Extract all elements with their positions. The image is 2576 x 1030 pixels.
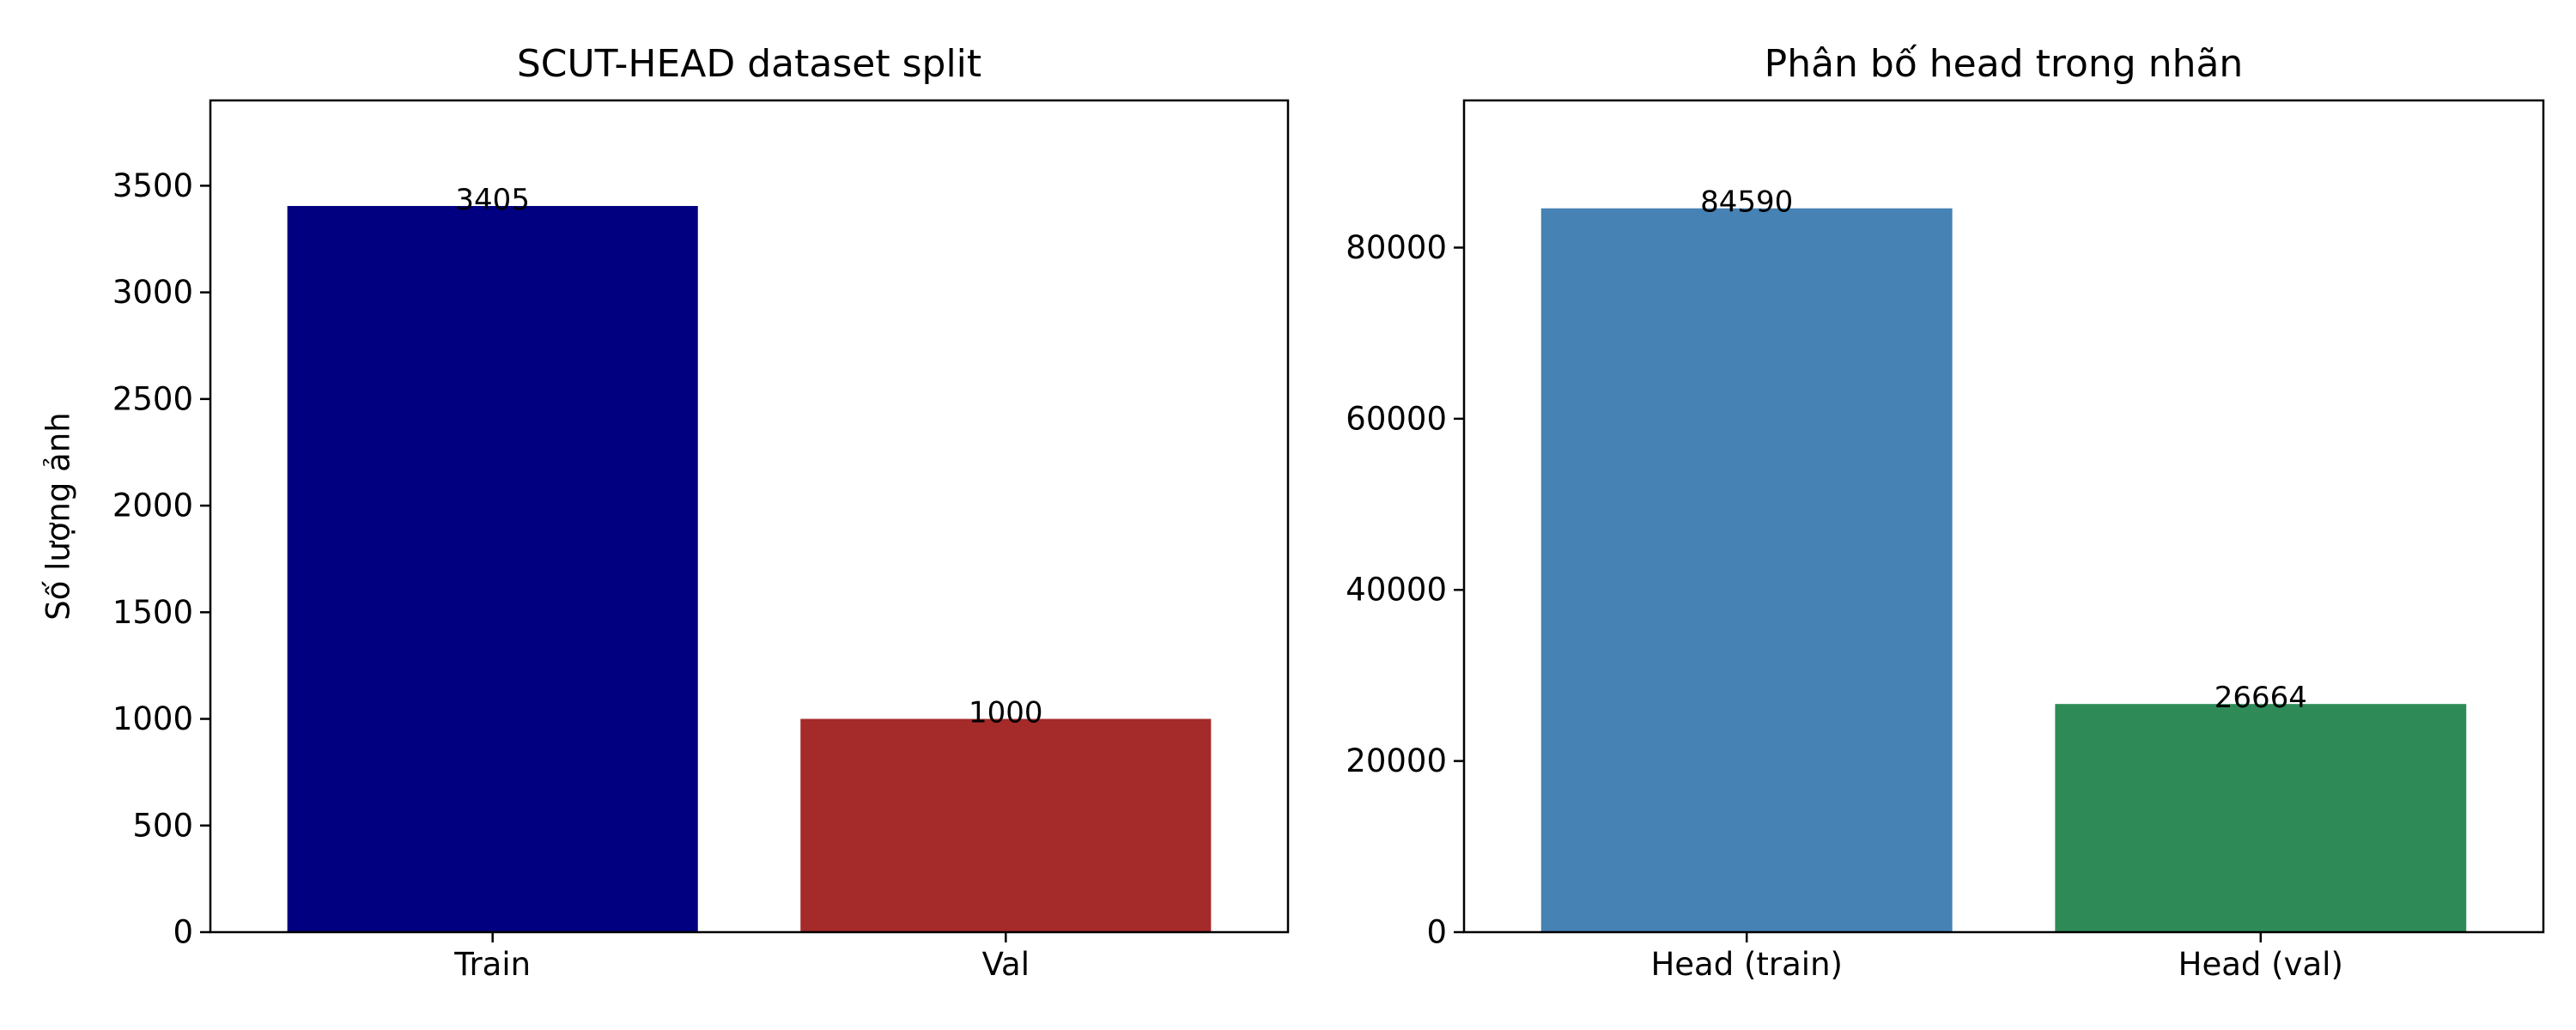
x-tick-label: Val — [982, 946, 1030, 983]
chart-head-distribution: 0 20000 40000 60000 80000 Head (train) Head (v… — [1346, 42, 2545, 983]
bar-head-train — [1540, 208, 1953, 932]
data-label: 26664 — [2215, 681, 2307, 715]
bar-head-val — [2055, 704, 2467, 932]
axes-frame — [1462, 99, 2545, 934]
y-tick-label: 0 — [1426, 914, 1447, 951]
chart-title: Phân bố head trong nhãn — [1765, 42, 2244, 86]
y-tick-label: 3500 — [112, 167, 193, 204]
data-label: 3405 — [455, 183, 530, 217]
y-tick-label: 1000 — [112, 700, 193, 737]
y-tick-label: 2000 — [112, 488, 193, 524]
x-tick-label: Head (val) — [2178, 946, 2343, 983]
y-tick-label: 40000 — [1346, 572, 1447, 609]
x-tick-label: Train — [453, 946, 531, 983]
bar-val — [800, 718, 1212, 932]
data-label: 1000 — [969, 696, 1043, 730]
chart-dataset-split: 0 500 1000 1500 2000 2500 3000 3500 Train Val 3405… — [40, 42, 1290, 983]
y-tick-label: 80000 — [1346, 229, 1447, 266]
y-axis-label: Số lượng ảnh — [40, 412, 77, 621]
x-tick-label: Head (train) — [1650, 946, 1843, 983]
data-label: 84590 — [1700, 185, 1793, 220]
y-tick-label: 60000 — [1346, 400, 1447, 437]
bar-train — [287, 205, 698, 932]
y-tick-label: 20000 — [1346, 742, 1447, 779]
axes-frame — [209, 99, 1290, 934]
y-tick-label: 3000 — [112, 274, 193, 311]
y-tick-label: 500 — [132, 807, 193, 844]
y-tick-label: 0 — [173, 914, 193, 951]
chart-title: SCUT-HEAD dataset split — [517, 42, 981, 86]
y-tick-label: 1500 — [112, 594, 193, 631]
y-tick-label: 2500 — [112, 380, 193, 417]
